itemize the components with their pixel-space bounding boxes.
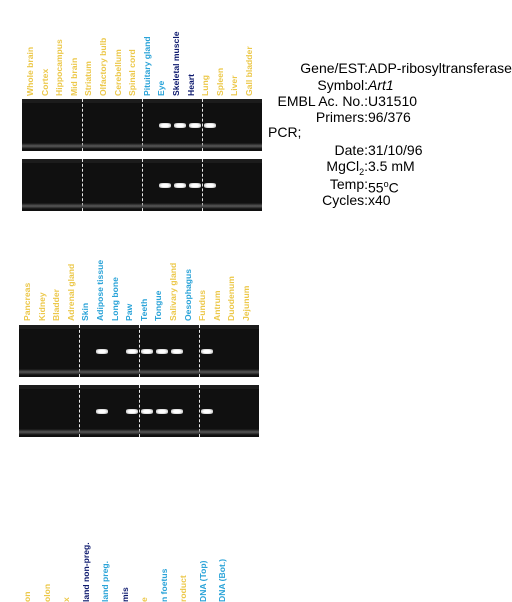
- lane-label-text: e: [139, 597, 149, 602]
- embl-key: EMBL Ac. No.:: [277, 93, 368, 110]
- cycles-value: x40: [368, 192, 391, 209]
- temp-key: Temp:: [330, 176, 368, 193]
- lane-label-text: x: [61, 597, 71, 602]
- date-key: Date:: [335, 142, 368, 159]
- lane-label: n foetus: [159, 512, 171, 602]
- lane-label: x: [61, 512, 73, 602]
- lane-label-text: roduct: [178, 575, 188, 602]
- symbol-value: Art1: [368, 77, 394, 94]
- lane-label: mis: [120, 512, 132, 602]
- mgcl-row: MgCl2: 3.5 mM: [0, 158, 512, 175]
- lane-label: roduct: [178, 512, 190, 602]
- date-value: 31/10/96: [368, 142, 423, 159]
- lane-label-text: mis: [120, 587, 130, 602]
- lane-label: DNA (Top): [198, 512, 210, 602]
- gene-row: Gene/EST: ADP-ribosyltransferase: [0, 60, 512, 77]
- lane-label-text: n foetus: [159, 569, 169, 602]
- symbol-key: Symbol:: [317, 77, 368, 94]
- date-row: Date: 31/10/96: [0, 142, 512, 159]
- lane-label: land non-preg.: [81, 512, 93, 602]
- experiment-info: Gene/EST: ADP-ribosyltransferase Symbol:…: [0, 0, 512, 512]
- symbol-row: Symbol: Art1: [0, 77, 512, 94]
- gene-value: ADP-ribosyltransferase: [368, 60, 512, 77]
- lane-label-text: DNA (Bot.): [217, 559, 227, 602]
- lane-label-text: DNA (Top): [198, 560, 208, 602]
- cycles-key: Cycles:: [322, 192, 368, 209]
- temp-row: Temp: 55oC: [0, 176, 512, 193]
- lane-label-text: land non-preg.: [81, 542, 91, 602]
- pcr-label: PCR;: [268, 124, 301, 141]
- lane-label: e: [139, 512, 151, 602]
- lane-label: land preg.: [100, 512, 112, 602]
- primers-key: Primers:: [316, 109, 368, 126]
- cycles-row: Cycles: x40: [0, 192, 512, 209]
- mgcl-value: 3.5 mM: [368, 158, 415, 175]
- embl-value: U31510: [368, 93, 417, 110]
- primers-row: Primers: 96/376: [0, 109, 512, 126]
- lane-label-text: on: [22, 592, 32, 602]
- gene-key: Gene/EST:: [300, 60, 368, 77]
- lane-label: DNA (Bot.): [217, 512, 229, 602]
- embl-row: EMBL Ac. No.: U31510: [0, 93, 512, 110]
- lane-label-text: olon: [42, 584, 52, 602]
- primers-value: 96/376: [368, 109, 411, 126]
- lane-label: on: [22, 512, 34, 602]
- mgcl-key-main: MgCl: [326, 158, 359, 174]
- lane-label: olon: [42, 512, 54, 602]
- lane-label-text: land preg.: [100, 561, 110, 602]
